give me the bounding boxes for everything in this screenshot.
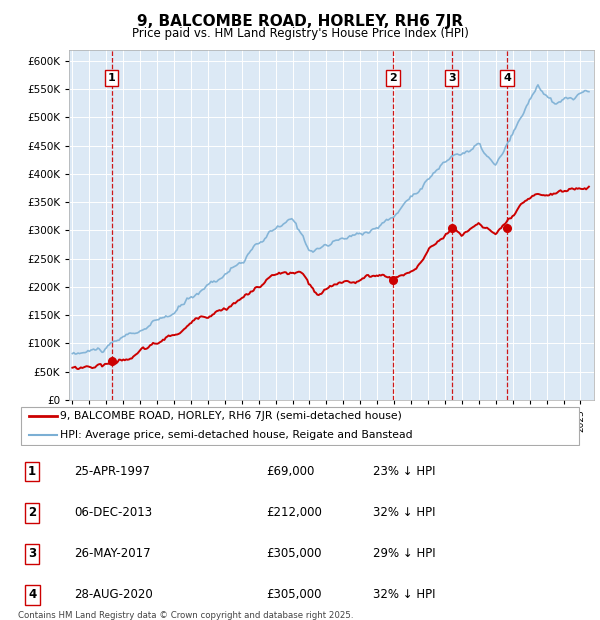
Text: 2: 2 [28, 507, 36, 519]
Text: 2: 2 [389, 73, 397, 83]
Text: 4: 4 [503, 73, 511, 83]
Text: £305,000: £305,000 [266, 588, 322, 601]
Text: 4: 4 [28, 588, 36, 601]
Text: £69,000: £69,000 [266, 465, 314, 478]
Text: 3: 3 [28, 547, 36, 560]
Text: 9, BALCOMBE ROAD, HORLEY, RH6 7JR: 9, BALCOMBE ROAD, HORLEY, RH6 7JR [137, 14, 463, 29]
Text: 29% ↓ HPI: 29% ↓ HPI [373, 547, 436, 560]
Text: HPI: Average price, semi-detached house, Reigate and Banstead: HPI: Average price, semi-detached house,… [60, 430, 413, 440]
Text: 3: 3 [448, 73, 455, 83]
Text: £305,000: £305,000 [266, 547, 322, 560]
Text: 32% ↓ HPI: 32% ↓ HPI [373, 507, 436, 519]
Text: Contains HM Land Registry data © Crown copyright and database right 2025.
This d: Contains HM Land Registry data © Crown c… [18, 611, 353, 620]
Text: 1: 1 [108, 73, 116, 83]
Text: 26-MAY-2017: 26-MAY-2017 [74, 547, 151, 560]
FancyBboxPatch shape [21, 407, 579, 445]
Text: 25-APR-1997: 25-APR-1997 [74, 465, 151, 478]
Text: 06-DEC-2013: 06-DEC-2013 [74, 507, 152, 519]
Text: 23% ↓ HPI: 23% ↓ HPI [373, 465, 436, 478]
Text: £212,000: £212,000 [266, 507, 322, 519]
Text: 28-AUG-2020: 28-AUG-2020 [74, 588, 153, 601]
Text: Price paid vs. HM Land Registry's House Price Index (HPI): Price paid vs. HM Land Registry's House … [131, 27, 469, 40]
Text: 1: 1 [28, 465, 36, 478]
Text: 32% ↓ HPI: 32% ↓ HPI [373, 588, 436, 601]
Text: 9, BALCOMBE ROAD, HORLEY, RH6 7JR (semi-detached house): 9, BALCOMBE ROAD, HORLEY, RH6 7JR (semi-… [60, 411, 402, 421]
